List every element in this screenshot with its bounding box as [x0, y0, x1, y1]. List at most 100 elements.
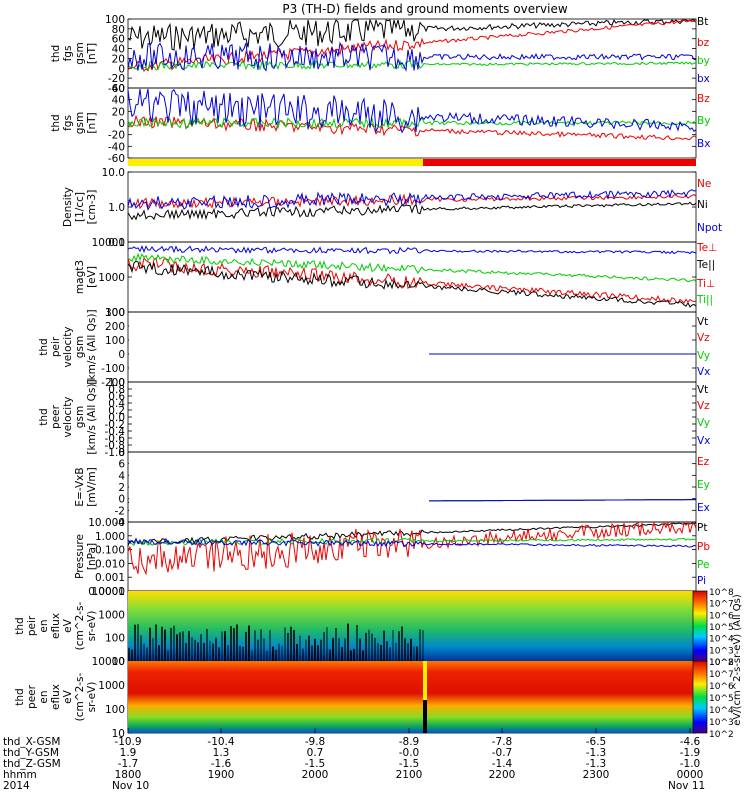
y-axis-label: thd [14, 688, 26, 705]
colorbar-tick-label: 10^6 [709, 682, 734, 692]
y-tick-label: 0.001 [95, 572, 125, 584]
trace-Pi [127, 537, 697, 548]
y-tick-label: -20 [108, 73, 125, 85]
y-gsm-value: -0.7 [492, 747, 513, 759]
y-gsm-value: 1.9 [120, 747, 137, 759]
colorbar-tick-label: 10^2 [709, 730, 734, 740]
trace-bz [127, 19, 697, 72]
y-tick-label: -100 [101, 363, 125, 375]
trace-Pb [127, 521, 697, 576]
y-axis-label: [nPa] [86, 543, 98, 570]
z-gsm-value: -1.7 [118, 758, 139, 770]
legend-Pi: Pi [697, 575, 706, 587]
trace-Te⊥ [127, 256, 697, 304]
y-axis-label: eV [62, 689, 74, 703]
legend-Pt: Pt [697, 522, 707, 534]
trace-Bt [127, 18, 697, 51]
y-tick-label: 10000 [92, 237, 125, 249]
trace-by [127, 59, 697, 71]
trace-Bx [127, 88, 697, 134]
colorbar-tick-label: 10^3 [709, 646, 734, 656]
colorbar-tick-label: 10^4 [709, 635, 734, 645]
y-axis-label: (cm^2-s- [74, 672, 86, 721]
y-tick-label: 6 [118, 459, 125, 471]
z-gsm-value: -1.3 [586, 758, 607, 770]
trace-Npot [127, 188, 697, 211]
y-axis-label: fgs [62, 46, 74, 62]
panel-4: 10000 1000 100 magt3 [eV] Te⊥ Te|| Ti⊥ Ti|| [74, 237, 717, 319]
legend-Vz: Vz [697, 400, 710, 412]
y-tick-label: -0.6 [105, 433, 126, 445]
legend-Ne: Ne [697, 178, 711, 190]
y-tick-label: 20 [112, 106, 125, 118]
y-tick-label: -40 [108, 83, 125, 95]
y-gsm-value: -1.9 [680, 747, 701, 759]
colorbar-ticks: 10^810^710^610^510^410^310^210^810^710^6… [709, 588, 734, 740]
y-axis-label: velocity [62, 396, 74, 437]
y-axis-label: fgs [62, 115, 74, 131]
y-tick-label: 1.0 [108, 202, 125, 214]
x-gsm-value: -4.6 [680, 736, 701, 748]
y-axis-label: magt3 [74, 260, 86, 294]
colorbar-tick-label: 10^4 [709, 706, 734, 716]
colorbar-tick-label: 10^6 [709, 611, 734, 621]
y-axis-label: Pressure [74, 534, 86, 579]
ephemeris-label: thd_X-GSM [3, 736, 60, 748]
colorbar-tick-label: 10^7 [709, 600, 734, 610]
y-axis-label: Density [62, 187, 74, 227]
legend-Npot: Npot [697, 222, 722, 234]
y-tick-label: 1000 [98, 609, 125, 621]
y-tick-label: 4 [118, 470, 125, 482]
y-tick-label: -0.8 [105, 440, 126, 452]
y-axis-label: [mV/m] [86, 467, 98, 506]
legend-By: By [697, 115, 710, 127]
y-tick-label: 0.0 [108, 412, 125, 424]
legend-Ti||: Ti|| [696, 294, 713, 306]
y-tick-label: 10.000 [88, 517, 125, 529]
time-tick-label: 2100 [396, 769, 423, 781]
y-axis-label: thd [38, 408, 50, 425]
y-tick-label: 0.8 [108, 384, 125, 396]
time-tick-label: 0000 [677, 769, 704, 781]
y-gsm-value: 1.3 [213, 747, 230, 759]
y-tick-label: 0.010 [95, 558, 125, 570]
colorbar-label: eV/(cm^2-s-sr-eV) (All Qs) [732, 594, 743, 726]
z-gsm-value: -1.4 [492, 758, 513, 770]
legend-Vy: Vy [697, 350, 710, 362]
ephemeris-label: thd_Z-GSM [3, 758, 61, 770]
trace-Ti⊥ [127, 245, 697, 255]
y-axis-label: eV [62, 618, 74, 632]
y-tick-label: 10000 [92, 656, 125, 668]
y-tick-label: 10.0 [102, 167, 125, 179]
colorbar-bottom [692, 660, 708, 734]
y-axis-label: peir [50, 336, 62, 357]
electron-spectrogram [128, 661, 696, 733]
y-tick-label: 0 [118, 349, 125, 361]
trace-Ni [127, 201, 697, 221]
trace-Bz [127, 114, 697, 141]
y-tick-label: 10000 [92, 586, 125, 598]
y-axis-label: (cm^2-s- [74, 601, 86, 650]
y-axis-label: E=-VxB [74, 467, 86, 506]
y-axis-label: peir [26, 615, 38, 636]
colorbar-tick-label: 10^5 [709, 694, 734, 704]
y-tick-label: 0 [118, 494, 125, 506]
y-axis-label: eflux [50, 684, 62, 710]
legend-bx: bx [697, 73, 710, 85]
y-gsm-value: 0.7 [307, 747, 324, 759]
y-tick-label: 60 [112, 34, 125, 46]
y-tick-label: 40 [112, 44, 125, 56]
panel-frame [127, 241, 697, 313]
y-axis-label: gsm [74, 406, 86, 428]
y-axis-label: eflux [50, 613, 62, 639]
time-tick-label: 1900 [208, 769, 235, 781]
y-tick-label: 20 [112, 53, 125, 65]
y-tick-label: 80 [112, 24, 125, 36]
y-tick-label: 0 [118, 63, 125, 75]
start-date: Nov 10 [112, 780, 149, 792]
y-axis-label: thd [50, 45, 62, 62]
y-tick-label: 0.2 [108, 405, 125, 417]
colorbar-top [692, 590, 708, 662]
y-tick-label: -60 [108, 153, 125, 165]
